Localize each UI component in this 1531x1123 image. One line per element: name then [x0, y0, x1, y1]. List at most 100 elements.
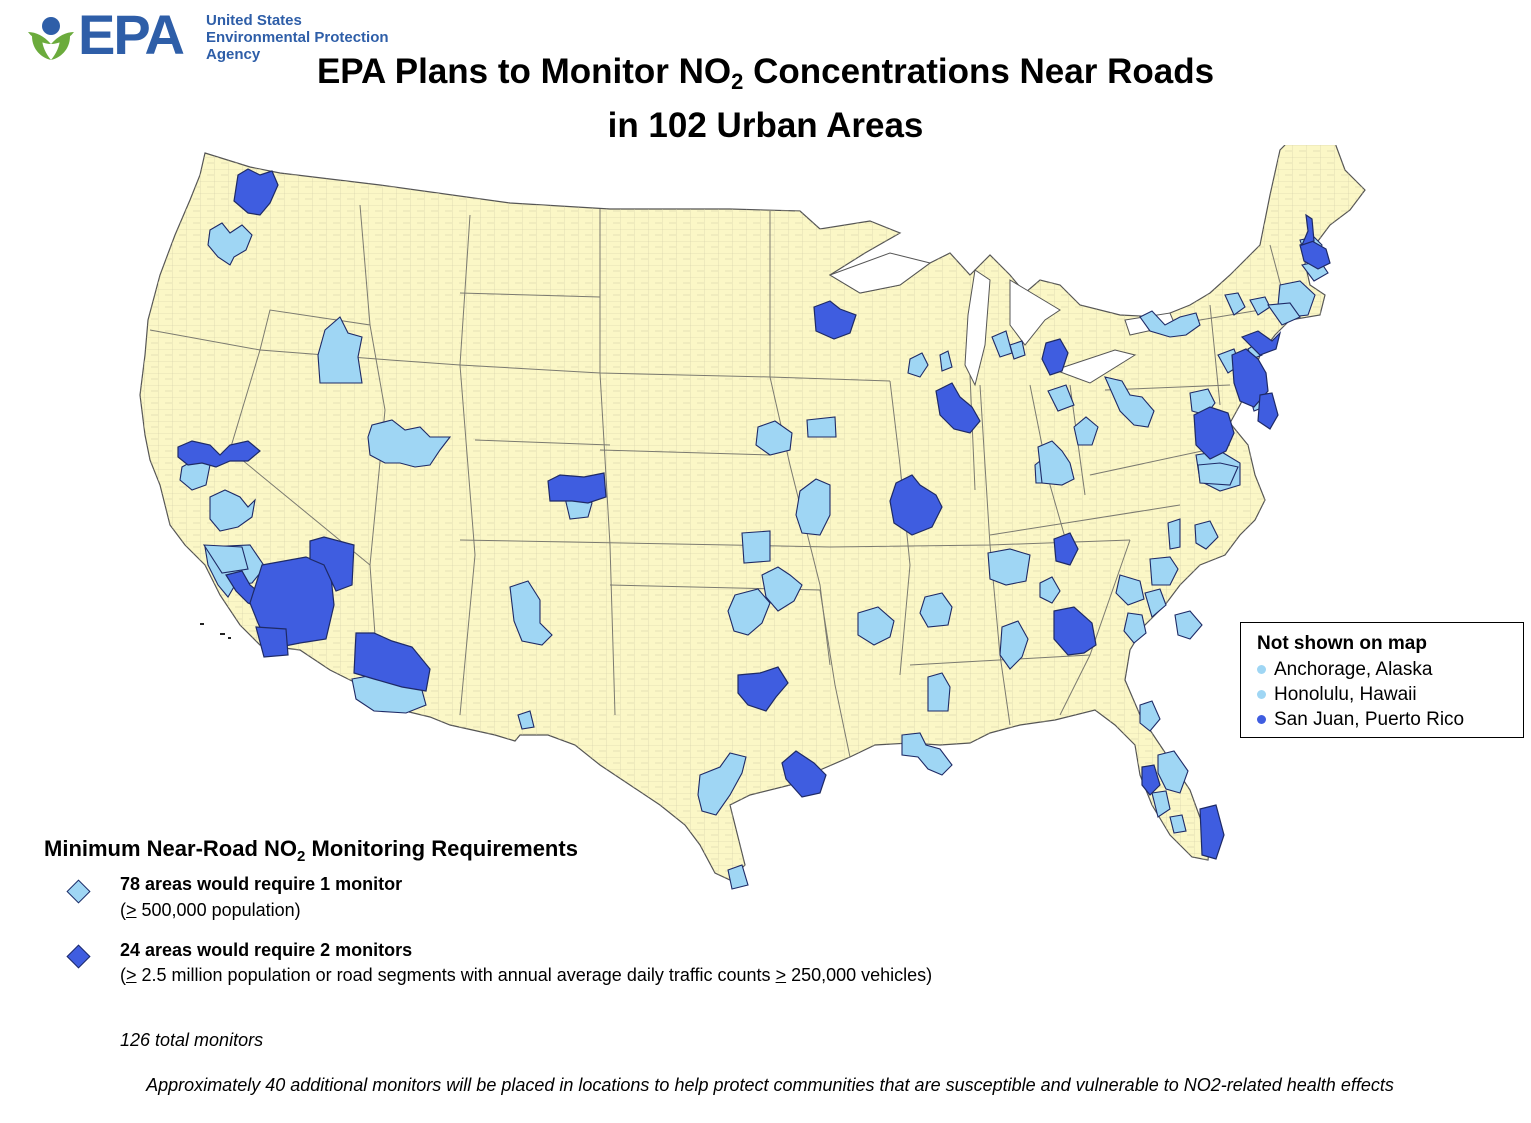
area-one-monitor — [207, 222, 253, 266]
area-two-monitors — [781, 750, 827, 798]
area-one-monitor — [317, 316, 363, 384]
not-shown-item-honolulu: Honolulu, Hawaii — [1257, 682, 1509, 707]
area-one-monitor — [1167, 518, 1181, 550]
area-two-monitors — [1041, 338, 1069, 376]
area-one-monitor — [209, 489, 256, 532]
not-shown-legend: Not shown on map Anchorage, Alaska Honol… — [1240, 622, 1524, 738]
not-shown-heading: Not shown on map — [1257, 633, 1427, 654]
area-one-monitor — [1115, 574, 1145, 606]
light-blue-dot-icon — [1257, 665, 1266, 674]
area-two-monitors — [1300, 213, 1315, 246]
criteria-part: 2.5 million population or road segments … — [136, 965, 776, 985]
legend-title-subscript: 2 — [297, 848, 306, 865]
area-one-monitor — [1009, 340, 1026, 360]
epa-logo: EPA United States Environmental Protecti… — [26, 3, 426, 66]
area-one-monitor — [1047, 384, 1075, 412]
area-one-monitor — [1104, 376, 1155, 428]
requirements-legend-title: Minimum Near-Road NO2 Monitoring Require… — [44, 836, 578, 865]
area-two-monitors — [353, 632, 431, 692]
area-one-monitor — [999, 620, 1029, 670]
area-one-monitor — [741, 530, 771, 564]
area-two-monitors — [177, 440, 261, 468]
area-one-monitor — [1037, 440, 1075, 486]
map-title-line-1: EPA Plans to Monitor NO2 Concentrations … — [0, 50, 1531, 104]
criteria-ge: > — [126, 965, 137, 985]
area-one-monitor — [517, 710, 535, 730]
area-two-monitors — [547, 472, 607, 504]
area-one-monitor — [1169, 814, 1187, 834]
area-one-monitor — [727, 864, 749, 890]
dark-blue-diamond-icon — [66, 944, 91, 969]
area-two-monitors — [1053, 606, 1097, 656]
area-one-monitor — [1123, 612, 1147, 644]
criteria-ge: > — [126, 900, 137, 920]
area-two-monitors — [309, 536, 355, 592]
area-one-monitor — [907, 352, 929, 378]
area-one-monitor — [1073, 416, 1099, 446]
not-shown-label: Anchorage, Alaska — [1274, 659, 1433, 680]
criteria-part: 250,000 vehicles) — [786, 965, 933, 985]
area-one-monitor — [1139, 700, 1161, 732]
area-one-monitor — [1144, 588, 1167, 618]
criteria-part: ( — [120, 965, 126, 985]
area-one-monitor — [795, 478, 831, 536]
areas-two-monitors — [177, 168, 1331, 860]
agency-name-line-1: United States — [206, 12, 302, 29]
area-two-monitors — [1053, 532, 1079, 566]
criteria-ge: > — [775, 965, 787, 985]
agency-name: United States Environmental Protection A… — [206, 12, 389, 63]
area-two-monitors — [813, 300, 857, 340]
title-part: EPA Plans to Monitor NO — [316, 52, 732, 91]
area-one-monitor — [1194, 520, 1219, 550]
area-one-monitor — [697, 752, 747, 816]
criteria-part: 500,000 population) — [136, 900, 301, 920]
area-two-monitors — [737, 666, 789, 712]
us-map — [139, 145, 1366, 890]
title-part: Concentrations Near Roads — [743, 52, 1215, 91]
legend-title-part: Minimum Near-Road NO — [44, 836, 298, 861]
area-two-monitors — [1141, 764, 1161, 796]
area-one-monitor — [901, 732, 953, 776]
area-one-monitor — [806, 416, 837, 438]
area-one-monitor — [1039, 576, 1061, 604]
not-shown-label: Honolulu, Hawaii — [1274, 684, 1417, 705]
area-two-monitors — [935, 382, 981, 434]
map-title: EPA Plans to Monitor NO2 Concentrations … — [0, 50, 1531, 148]
dark-blue-dot-icon — [1257, 715, 1266, 724]
area-one-monitor — [727, 588, 771, 636]
criteria-part: ( — [120, 900, 126, 920]
area-one-monitor — [761, 566, 803, 612]
one-monitor-criteria: (> 500,000 population) — [120, 900, 301, 921]
area-two-monitors — [889, 474, 943, 536]
not-shown-item-anchorage: Anchorage, Alaska — [1257, 657, 1509, 682]
area-one-monitor — [1149, 556, 1179, 586]
area-one-monitor — [509, 580, 553, 646]
one-monitor-label: 78 areas would require 1 monitor — [120, 874, 403, 894]
epa-flower-icon — [28, 17, 74, 60]
map-title-line-2: in 102 Urban Areas — [607, 106, 924, 145]
title-subscript: 2 — [731, 69, 744, 94]
channel-islands — [200, 623, 231, 639]
area-one-monitor — [919, 592, 953, 628]
epa-acronym: EPA — [78, 3, 185, 66]
areas-one-monitor — [179, 222, 1329, 890]
light-blue-diamond-icon — [66, 879, 91, 904]
area-one-monitor — [202, 544, 249, 574]
area-one-monitor — [927, 672, 951, 712]
area-two-monitors — [233, 168, 279, 216]
area-one-monitor — [1267, 302, 1301, 326]
area-two-monitors — [1193, 406, 1235, 460]
area-two-monitors — [1231, 348, 1269, 408]
area-one-monitor — [1174, 610, 1203, 640]
agency-name-line-3: Agency — [206, 46, 261, 63]
state-boundaries — [149, 204, 1291, 758]
area-one-monitor — [939, 350, 953, 372]
total-monitors: 126 total monitors — [120, 1030, 264, 1050]
area-one-monitor — [367, 419, 452, 468]
area-one-monitor — [1139, 310, 1201, 338]
area-one-monitor — [1151, 790, 1171, 818]
area-two-monitors — [1240, 330, 1282, 356]
light-blue-dot-icon — [1257, 690, 1266, 699]
two-monitors-criteria: (> 2.5 million population or road segmen… — [120, 965, 932, 986]
area-one-monitor — [1157, 750, 1189, 794]
